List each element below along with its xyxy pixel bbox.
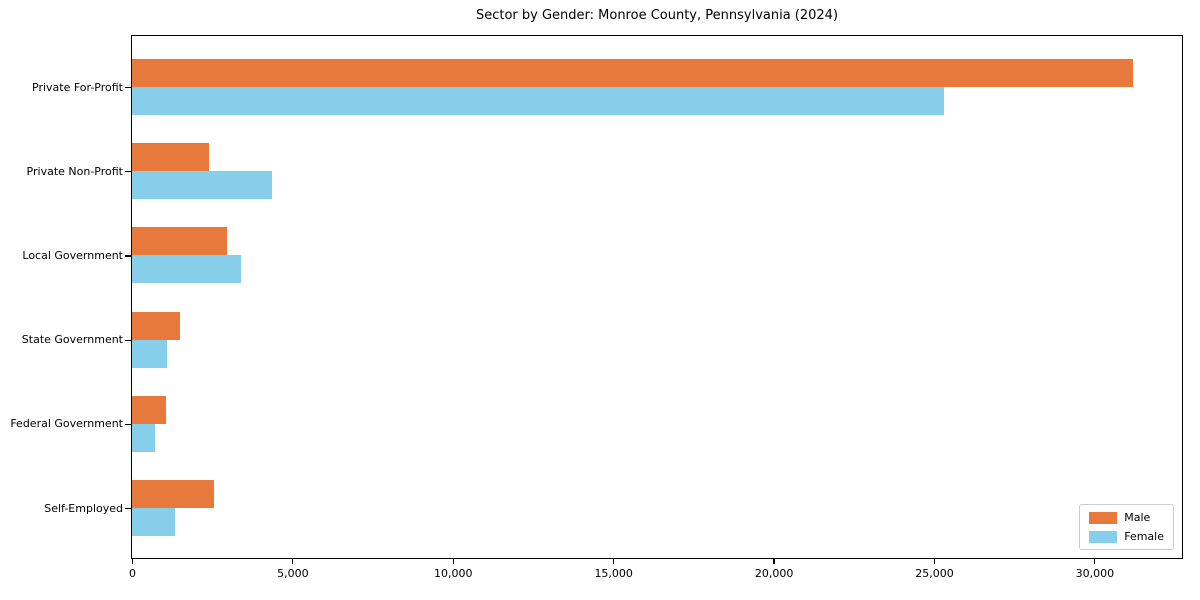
- chart-title: Sector by Gender: Monroe County, Pennsyl…: [475, 8, 839, 23]
- x-axis-tick: [613, 559, 615, 564]
- legend: Male Female: [1079, 504, 1174, 550]
- y-axis-tick: [125, 87, 131, 89]
- bar-male-1: [132, 143, 209, 172]
- x-axis-tick-label: 20,000: [754, 567, 794, 580]
- y-axis-label: Self-Employed: [44, 501, 123, 515]
- x-axis-tick: [773, 559, 775, 564]
- x-axis-tick-label: 5,000: [277, 567, 309, 580]
- y-axis-label: State Government: [21, 333, 123, 347]
- bar-female-2: [132, 255, 242, 284]
- bar-male-2: [132, 227, 227, 256]
- legend-item-female: Female: [1089, 530, 1164, 543]
- legend-swatch-male: [1089, 511, 1118, 524]
- legend-label: Female: [1124, 530, 1164, 543]
- bar-female-4: [132, 423, 155, 452]
- bar-male-4: [132, 395, 166, 424]
- legend-label: Male: [1124, 511, 1151, 524]
- x-axis-tick: [131, 559, 134, 564]
- y-axis-tick: [125, 255, 131, 257]
- y-axis-tick: [125, 508, 131, 510]
- x-axis-tick-label: 30,000: [1075, 567, 1115, 580]
- y-axis-tick: [125, 171, 131, 173]
- legend-swatch-female: [1089, 530, 1118, 543]
- x-axis-tick-label: 0: [129, 567, 136, 580]
- x-axis-tick: [292, 559, 294, 564]
- bar-male-0: [132, 59, 1133, 87]
- y-axis-tick: [125, 423, 131, 425]
- plot-area: Male Female: [131, 35, 1183, 559]
- y-axis-label: Federal Government: [10, 417, 123, 431]
- bar-male-3: [132, 311, 181, 340]
- legend-item-male: Male: [1089, 511, 1164, 524]
- x-axis-tick: [1094, 559, 1096, 564]
- bar-female-1: [132, 171, 272, 200]
- x-axis-tick: [452, 559, 454, 564]
- bar-female-0: [132, 87, 944, 115]
- x-axis-tick: [933, 559, 936, 564]
- y-axis-label: Local Government: [22, 248, 123, 262]
- y-axis-label: Private Non-Profit: [26, 164, 123, 178]
- bar-male-5: [132, 480, 214, 508]
- x-axis-tick-label: 10,000: [434, 567, 473, 580]
- y-axis-tick: [125, 339, 131, 341]
- x-axis-tick-label: 15,000: [594, 567, 633, 580]
- y-axis-label: Private For-Profit: [32, 80, 123, 94]
- bar-female-5: [132, 508, 176, 536]
- bar-female-3: [132, 339, 168, 368]
- x-axis-tick-label: 25,000: [915, 567, 954, 580]
